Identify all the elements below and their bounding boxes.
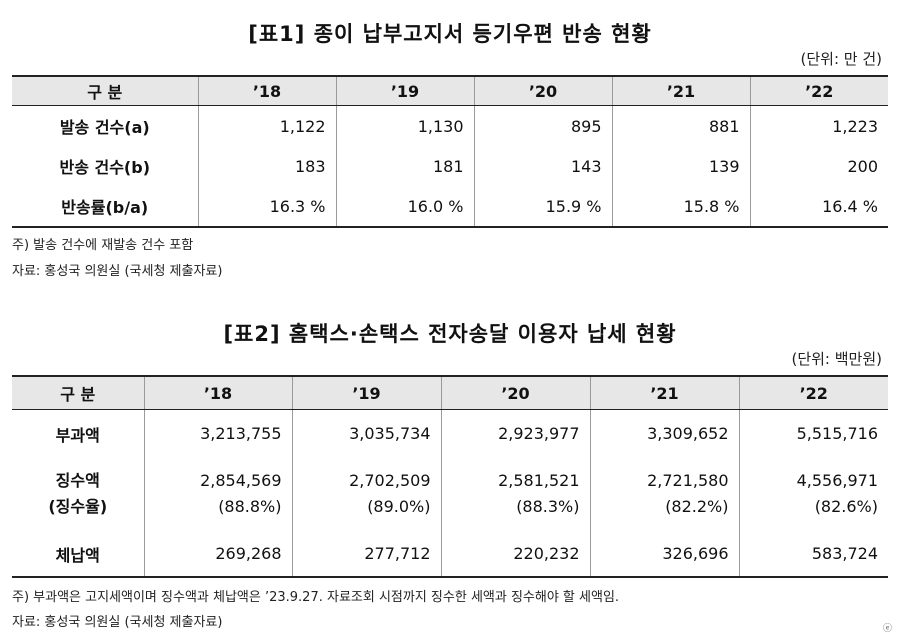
table-cell: 200 [749,146,888,186]
collection-rate: (88.3%) [516,497,580,516]
table1-header-year: ’21 [611,75,751,106]
table-cell: 2,854,569 (88.8%) [143,457,293,531]
table-cell: 3,213,755 [143,409,293,457]
table2-header-year: ’20 [440,375,591,410]
table1-header-year: ’20 [473,75,613,106]
table1-header-year: ’22 [749,75,888,106]
table-cell: 16.4 % [749,186,888,228]
collected-amount: 2,581,521 [498,471,580,490]
row-label: 발송 건수(a) [12,105,199,146]
table-cell: 269,268 [143,531,293,578]
row-label: 반송 건수(b) [12,146,199,186]
table2-header-year: ’19 [291,375,442,410]
collection-rate: (82.6%) [814,497,878,516]
table1-title: [표1] 종이 납부고지서 등기우편 반송 현황 [248,22,652,46]
table-row: 반송률(b/a) 16.3 % 16.0 % 15.9 % 15.8 % 16.… [12,186,888,228]
table2-header-year: ’21 [589,375,740,410]
table2-title: [표2] 홈택스·손택스 전자송달 이용자 납세 현황 [223,322,677,346]
table-cell: 583,724 [738,531,888,578]
table1-header-year: ’18 [197,75,337,106]
table-cell: 139 [611,146,751,186]
table2-source: 자료: 홍성국 의원실 (국세청 제출자료) [12,615,223,630]
collection-rate: (88.8%) [218,497,282,516]
table-cell: 2,702,509 (89.0%) [291,457,442,531]
table-cell: 183 [197,146,337,186]
row-label: 체납액 [12,531,145,578]
table-cell: 881 [611,105,751,146]
table-cell: 3,035,734 [291,409,442,457]
table-cell: 181 [335,146,475,186]
collected-amount: 2,702,509 [349,471,431,490]
table-cell: 2,581,521 (88.3%) [440,457,591,531]
row-label-main: 징수액 [55,471,100,490]
table-cell: 16.3 % [197,186,337,228]
table-cell: 3,309,652 [589,409,740,457]
table-row: 발송 건수(a) 1,122 1,130 895 881 1,223 [12,105,888,146]
table1-header-year: ’19 [335,75,475,106]
corner-mark: ⓔ [882,624,892,634]
table-cell: 895 [473,105,613,146]
table-cell: 1,130 [335,105,475,146]
table-cell: 15.8 % [611,186,751,228]
table1-unit: (단위: 만 건) [800,50,883,68]
table-cell: 220,232 [440,531,591,578]
table2-note: 주) 부과액은 고지세액이며 징수액과 체납액은 ’23.9.27. 자료조회 … [12,590,620,605]
table1-note: 주) 발송 건수에 재발송 건수 포함 [12,238,194,253]
row-label: 반송률(b/a) [12,186,199,228]
table-cell: 5,515,716 [738,409,888,457]
table2-header-row: 구 분 ’18 ’19 ’20 ’21 ’22 [12,375,888,410]
table2-header-year: ’22 [738,375,888,410]
table2: 구 분 ’18 ’19 ’20 ’21 ’22 부과액 3,213,755 3,… [12,375,888,578]
row-label-sub: (징수율) [48,497,108,516]
row-label: 부과액 [12,409,145,457]
table1-source: 자료: 홍성국 의원실 (국세청 제출자료) [12,264,223,279]
collected-amount: 2,854,569 [200,471,282,490]
collection-rate: (89.0%) [367,497,431,516]
table-cell: 277,712 [291,531,442,578]
table-cell: 1,122 [197,105,337,146]
table-row: 징수액 (징수율) 2,854,569 (88.8%) 2,702,509 (8… [12,457,888,531]
table-cell: 16.0 % [335,186,475,228]
table-cell: 15.9 % [473,186,613,228]
collection-rate: (82.2%) [665,497,729,516]
collected-amount: 2,721,580 [647,471,729,490]
table-row: 체납액 269,268 277,712 220,232 326,696 583,… [12,531,888,578]
table1-header-row: 구 분 ’18 ’19 ’20 ’21 ’22 [12,75,888,106]
table-cell: 2,721,580 (82.2%) [589,457,740,531]
table-cell: 326,696 [589,531,740,578]
table2-unit: (단위: 백만원) [791,350,882,368]
table-row: 부과액 3,213,755 3,035,734 2,923,977 3,309,… [12,409,888,457]
table-row: 반송 건수(b) 183 181 143 139 200 [12,146,888,186]
table-cell: 4,556,971 (82.6%) [738,457,888,531]
row-label: 징수액 (징수율) [12,457,145,531]
table-cell: 2,923,977 [440,409,591,457]
table1-header-category: 구 분 [12,75,199,106]
table2-header-category: 구 분 [12,375,145,410]
table-cell: 143 [473,146,613,186]
table1: 구 분 ’18 ’19 ’20 ’21 ’22 발송 건수(a) 1,122 1… [12,75,888,228]
table2-header-year: ’18 [143,375,293,410]
table-cell: 1,223 [749,105,888,146]
collected-amount: 4,556,971 [796,471,878,490]
